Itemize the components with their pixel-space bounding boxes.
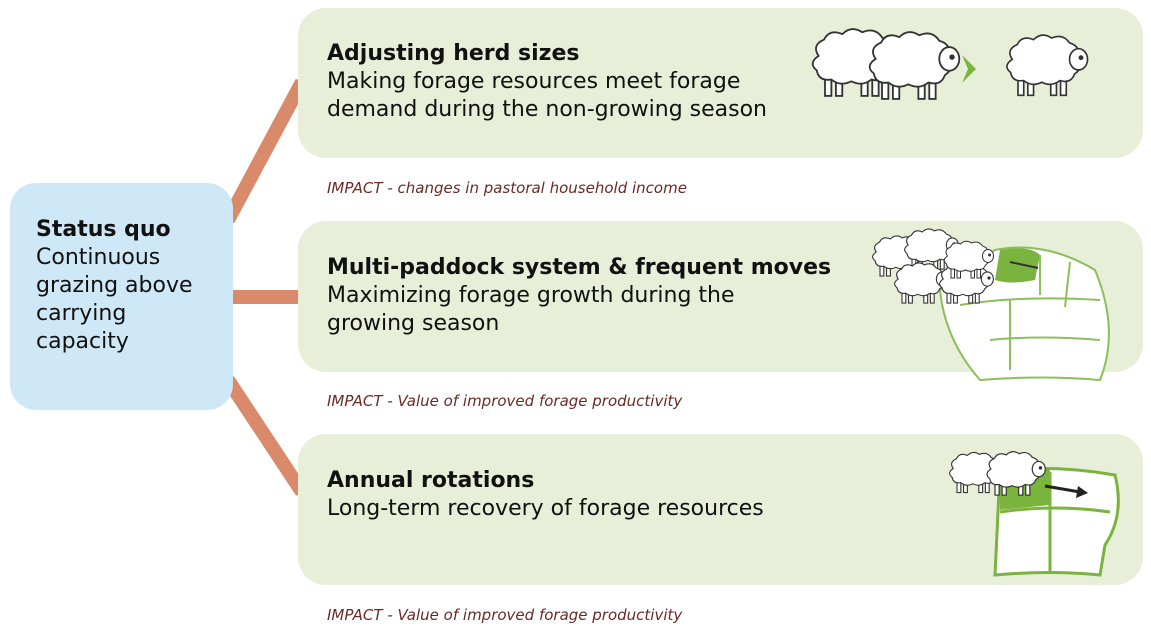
impact-text: IMPACT - Value of improved forage produc…: [327, 606, 682, 624]
option-text: Maximizing forage growth during the grow…: [327, 282, 787, 338]
option-text: Making forage resources meet forage dema…: [327, 68, 817, 124]
status-text: Continuous grazing above carrying capaci…: [36, 244, 196, 356]
connectors: [228, 82, 302, 492]
option-title: Multi-paddock system & frequent moves: [327, 254, 831, 282]
option-title: Annual rotations: [327, 467, 534, 495]
impact-text: IMPACT - Value of improved forage produc…: [327, 392, 682, 410]
impact-text: IMPACT - changes in pastoral household i…: [327, 179, 687, 197]
option-title: Adjusting herd sizes: [327, 40, 580, 68]
status-title: Status quo: [36, 216, 171, 244]
option-text: Long-term recovery of forage resources: [327, 495, 887, 523]
page: Status quo Continuous grazing above carr…: [0, 0, 1151, 630]
